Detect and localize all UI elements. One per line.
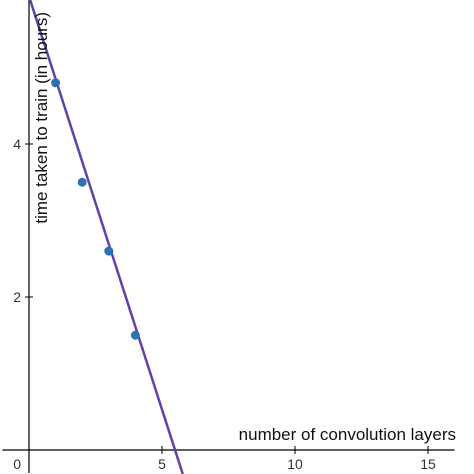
y-tick-label: 2 xyxy=(13,289,21,305)
axes xyxy=(2,0,455,473)
data-point xyxy=(51,78,61,88)
y-tick-label: 4 xyxy=(13,136,21,152)
trend-line-group xyxy=(28,0,184,474)
x-tick-label: 5 xyxy=(158,456,166,472)
x-tick-label: 15 xyxy=(420,456,436,472)
data-point xyxy=(130,330,140,340)
y-axis-label: time taken to train (in hours) xyxy=(32,12,51,224)
data-point xyxy=(77,177,87,187)
x-tick-label: 10 xyxy=(287,456,303,472)
data-points xyxy=(51,78,140,340)
axis-ticks: 5 10 15 2 4 0 xyxy=(13,136,436,472)
x-axis-label: number of convolution layers xyxy=(239,425,456,444)
origin-label: 0 xyxy=(13,456,21,472)
data-point xyxy=(104,246,114,256)
trend-line xyxy=(28,0,184,474)
